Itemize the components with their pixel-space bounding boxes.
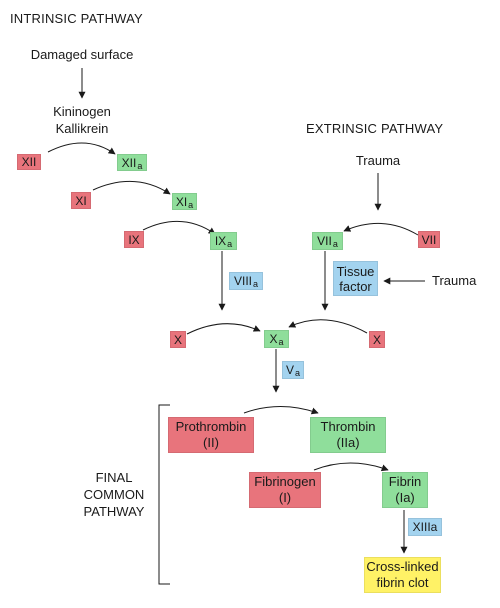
factor-x-left: X [170,331,186,348]
factor-xi: XI [71,192,91,209]
arc-xi-to-xia [92,181,171,195]
factor-vii: VII [418,231,440,248]
thrombin: Thrombin (IIa) [310,417,386,453]
arc-vii-to-viia [343,222,419,236]
final-pathway-line-1: FINAL [95,470,133,485]
factor-viia: VII a [312,232,343,250]
trauma-side-label: Trauma [432,273,477,288]
final-pathway-bracket [158,404,170,585]
extrinsic-pathway-title: EXTRINSIC PATHWAY [306,121,444,136]
factor-x-right: X [369,331,385,348]
arc-x-left-to-xa [186,323,261,335]
factor-xia: XI a [172,193,197,210]
final-pathway-line-2: COMMON [83,487,145,502]
arc-ix-to-ixa [142,220,216,235]
fibrinogen: Fibrinogen (I) [249,472,321,508]
factor-xiiia: XIIIa [408,518,442,536]
factor-xii: XII [17,154,41,170]
arc-xii-to-xiia [47,142,116,155]
cross-linked-fibrin-clot: Cross-linked fibrin clot [364,557,441,593]
arc-x-right-to-xa [288,319,368,334]
factor-ix: IX [124,231,144,248]
factor-xiia: XII a [117,154,147,171]
kallikrein-label: Kallikrein [55,121,109,136]
final-common-pathway-label: FINAL COMMON PATHWAY [84,469,145,520]
prothrombin: Prothrombin (II) [168,417,254,453]
kininogen-label: Kininogen [53,104,111,119]
damaged-surface-label: Damaged surface [30,47,134,62]
fibrin: Fibrin (Ia) [382,472,428,508]
factor-viiia: VIII a [229,272,263,290]
trauma-top-label: Trauma [355,153,401,168]
intrinsic-pathway-title: INTRINSIC PATHWAY [10,11,143,26]
arc-prothrombin-to-thrombin [243,406,319,415]
tissue-factor: Tissue factor [333,261,378,296]
final-pathway-line-3: PATHWAY [83,504,145,519]
arc-fibrinogen-to-fibrin [313,462,389,472]
factor-ixa: IX a [210,232,237,250]
